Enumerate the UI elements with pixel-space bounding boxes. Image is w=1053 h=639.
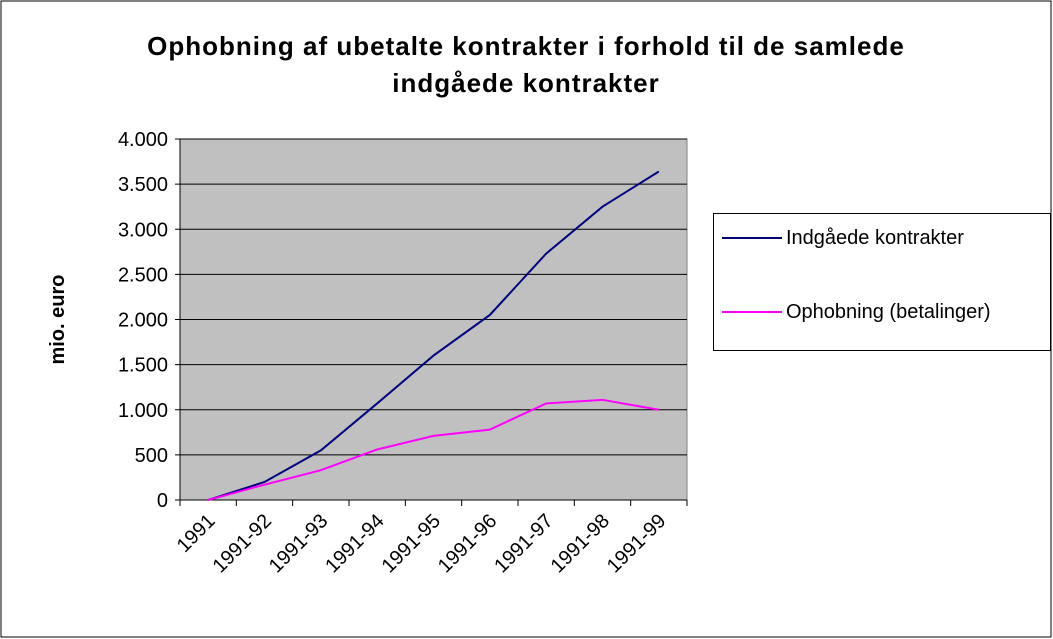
legend: Indgåede kontrakter Ophobning (betalinger… xyxy=(713,213,1051,351)
legend-label: Indgåede kontrakter xyxy=(786,227,964,249)
legend-item: Ophobning (betalinger) xyxy=(722,300,1051,324)
y-tick-label: 1.000 xyxy=(118,400,168,422)
legend-swatch xyxy=(722,311,782,313)
x-tick-label: 1991-99 xyxy=(603,510,670,577)
legend-swatch xyxy=(722,237,782,239)
y-tick-label: 1.500 xyxy=(118,355,168,377)
series-line xyxy=(207,398,660,501)
chart-title: Ophobning af ubetalte kontrakter i forho… xyxy=(147,31,905,98)
y-tick-label: 3.000 xyxy=(118,219,168,241)
y-tick-label: 4.000 xyxy=(118,129,168,151)
x-tick-label: 1991-92 xyxy=(209,510,276,577)
x-tick-label: 1991-97 xyxy=(490,510,557,577)
y-axis-label: mio. euro xyxy=(47,274,69,364)
legend-label: Ophobning (betalinger) xyxy=(786,301,991,323)
x-tick-label: 1991-98 xyxy=(547,510,614,577)
y-tick-label: 500 xyxy=(135,445,168,467)
y-tick-label: 2.500 xyxy=(118,264,168,286)
y-tick-label: 2.000 xyxy=(118,310,168,332)
x-tick-label: 1991-96 xyxy=(434,510,501,577)
x-tick-label: 1991-95 xyxy=(378,510,445,577)
y-tick-label: 3.500 xyxy=(118,174,168,196)
x-tick-label: 1991 xyxy=(173,510,220,557)
legend-item: Indgåede kontrakter xyxy=(722,226,1051,250)
y-tick-label: 0 xyxy=(157,490,168,512)
x-tick-label: 1991-93 xyxy=(265,510,332,577)
series-line xyxy=(207,170,660,501)
x-tick-label: 1991-94 xyxy=(321,510,388,577)
